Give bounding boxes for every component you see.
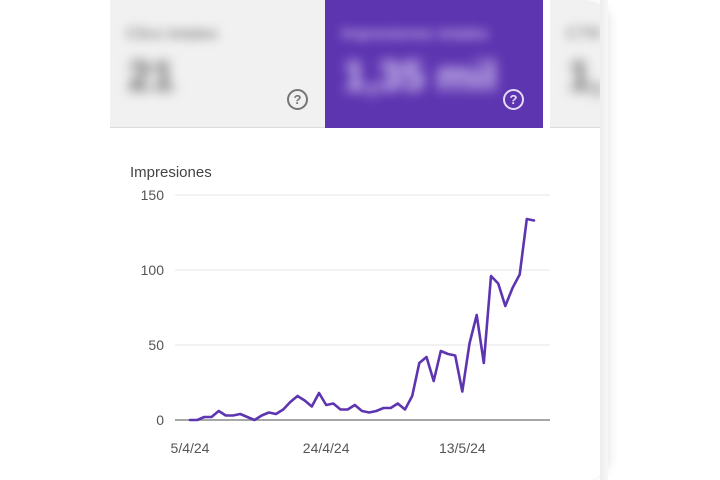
- metric-label-ctr: CTR: [566, 24, 601, 43]
- y-tick-label: 0: [156, 412, 164, 428]
- question-circle-icon[interactable]: ?: [503, 89, 524, 110]
- y-tick-label: 150: [141, 187, 165, 203]
- y-tick-label: 100: [141, 262, 165, 278]
- x-tick-label: 5/4/24: [171, 440, 210, 456]
- metric-label-clicks: Clics totales: [126, 24, 218, 43]
- x-tick-label: 13/5/24: [439, 440, 486, 456]
- card-scroll-edge: [600, 0, 608, 480]
- impressions-series-line: [188, 217, 536, 422]
- question-circle-icon[interactable]: ?: [287, 89, 308, 110]
- y-axis-ticks: 0 50 100 150: [141, 187, 165, 428]
- metric-value-impressions: 1,35 mil: [343, 52, 498, 99]
- x-axis-ticks: 5/4/24 24/4/24 13/5/24: [171, 440, 486, 456]
- metric-tiles: Clics totales 21 ? Impresiones totales 1…: [110, 0, 608, 128]
- metric-tile-impressions[interactable]: Impresiones totales 1,35 mil ?: [325, 0, 543, 128]
- chart-gridlines: [175, 194, 550, 421]
- x-tick-label: 24/4/24: [303, 440, 350, 456]
- metric-tile-clicks[interactable]: Clics totales 21 ?: [110, 0, 325, 128]
- y-axis-title: Impresiones: [130, 164, 212, 181]
- y-tick-label: 50: [148, 337, 164, 353]
- metric-tile-ctr[interactable]: CTR 1,: [550, 0, 608, 128]
- metric-value-clicks: 21: [128, 52, 175, 99]
- metric-label-impressions: Impresiones totales: [341, 24, 489, 43]
- metric-value-ctr: 1,: [568, 52, 604, 99]
